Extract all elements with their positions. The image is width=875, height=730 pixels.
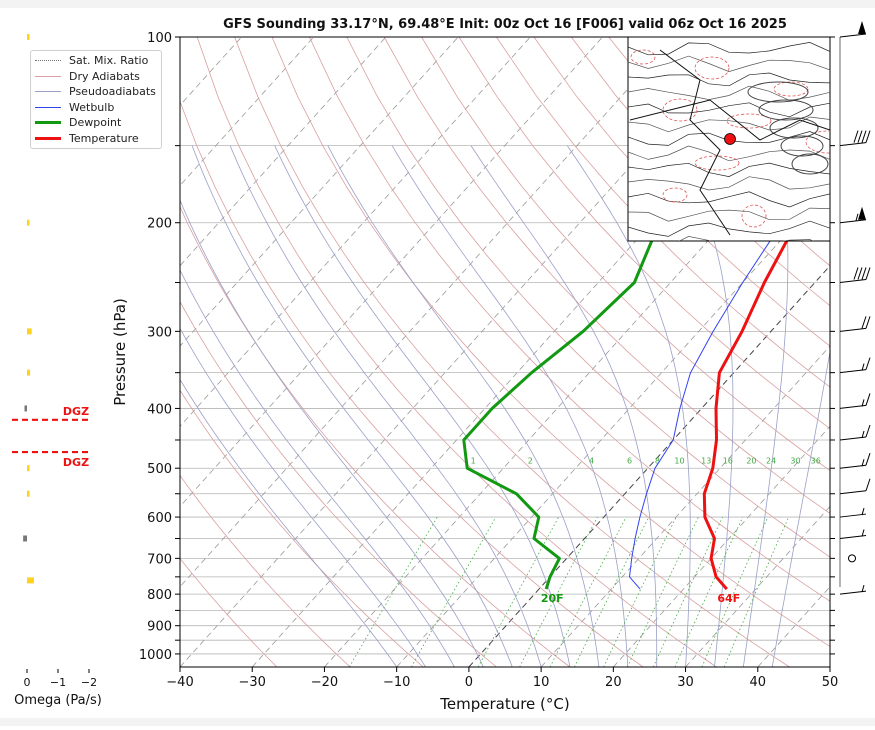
omega-tick-label: −1 — [50, 676, 66, 689]
chart-title: GFS Sounding 33.17°N, 69.48°E Init: 00z … — [223, 17, 787, 32]
legend-swatch — [35, 121, 61, 124]
x-tick-label: 50 — [822, 675, 839, 690]
y-tick-label: 400 — [147, 402, 172, 417]
legend-label: Dry Adiabats — [69, 70, 140, 83]
omega-tick-label: 0 — [24, 676, 31, 689]
mixing-ratio-label: 36 — [811, 456, 821, 465]
surface-temperature-label: 64F — [717, 592, 740, 605]
surface-dewpoint-label: 20F — [541, 592, 564, 605]
x-tick-label: 40 — [750, 675, 767, 690]
legend-swatch — [35, 60, 61, 61]
mixing-ratio-label: 1 — [471, 456, 476, 465]
dgz-label-top: DGZ — [63, 405, 89, 418]
legend-sat-mix-ratio: Sat. Mix. Ratio — [35, 53, 157, 69]
legend-swatch — [35, 137, 61, 140]
omega-bar — [23, 536, 27, 542]
y-tick-label: 300 — [147, 325, 172, 340]
x-tick-label: −30 — [239, 675, 266, 690]
y-tick-label: 500 — [147, 462, 172, 477]
x-tick-label: −20 — [311, 675, 338, 690]
legend-label: Sat. Mix. Ratio — [69, 54, 148, 67]
omega-axis-label: Omega (Pa/s) — [14, 693, 102, 708]
legend-label: Dewpoint — [69, 116, 121, 129]
legend-label: Temperature — [69, 132, 139, 145]
mixing-ratio-label: 20 — [746, 456, 756, 465]
mixing-ratio-label: 13 — [701, 456, 711, 465]
chart-legend: Sat. Mix. Ratio Dry Adiabats Pseudoadiab… — [30, 50, 162, 149]
legend-label: Wetbulb — [69, 101, 114, 114]
mixing-ratio-label: 10 — [674, 456, 684, 465]
x-tick-label: 20 — [605, 675, 622, 690]
location-marker — [725, 134, 736, 145]
mixing-ratio-label: 30 — [790, 456, 800, 465]
legend-pseudoadiabats: Pseudoadiabats — [35, 84, 157, 100]
y-tick-label: 900 — [147, 620, 172, 635]
omega-bar — [27, 370, 30, 376]
mixing-ratio-label: 2 — [528, 456, 533, 465]
legend-label: Pseudoadiabats — [69, 85, 156, 98]
omega-bar — [27, 220, 30, 226]
y-axis-label: Pressure (hPa) — [111, 298, 129, 406]
omega-tick-label: −2 — [81, 676, 97, 689]
mixing-ratio-label: 6 — [627, 456, 632, 465]
mixing-ratio-label: 24 — [766, 456, 776, 465]
legend-dewpoint: Dewpoint — [35, 115, 157, 131]
omega-bar — [27, 577, 34, 583]
legend-wetbulb: Wetbulb — [35, 100, 157, 116]
y-tick-label: 200 — [147, 217, 172, 232]
x-tick-label: 0 — [465, 675, 473, 690]
omega-bar — [27, 34, 30, 40]
legend-temperature: Temperature — [35, 131, 157, 147]
x-tick-label: 30 — [677, 675, 694, 690]
y-tick-label: 700 — [147, 552, 172, 567]
y-tick-label: 800 — [147, 588, 172, 603]
legend-swatch — [35, 91, 61, 92]
legend-dry-adiabats: Dry Adiabats — [35, 69, 157, 85]
mixing-ratio-label: 16 — [723, 456, 733, 465]
x-axis-label: Temperature (°C) — [439, 695, 569, 713]
mixing-ratio-label: 4 — [589, 456, 594, 465]
omega-bar — [25, 405, 28, 411]
omega-bar — [27, 328, 32, 334]
legend-swatch — [35, 107, 61, 108]
omega-bar — [27, 465, 30, 471]
inset-map — [628, 37, 850, 250]
y-tick-label: 100 — [147, 31, 172, 46]
x-tick-label: −40 — [166, 675, 193, 690]
omega-bar — [27, 491, 30, 497]
y-tick-label: 1000 — [139, 648, 172, 663]
x-tick-label: 10 — [533, 675, 550, 690]
dgz-label-bottom: DGZ — [63, 456, 89, 469]
legend-swatch — [35, 76, 61, 77]
x-tick-label: −10 — [383, 675, 410, 690]
y-tick-label: 600 — [147, 511, 172, 526]
